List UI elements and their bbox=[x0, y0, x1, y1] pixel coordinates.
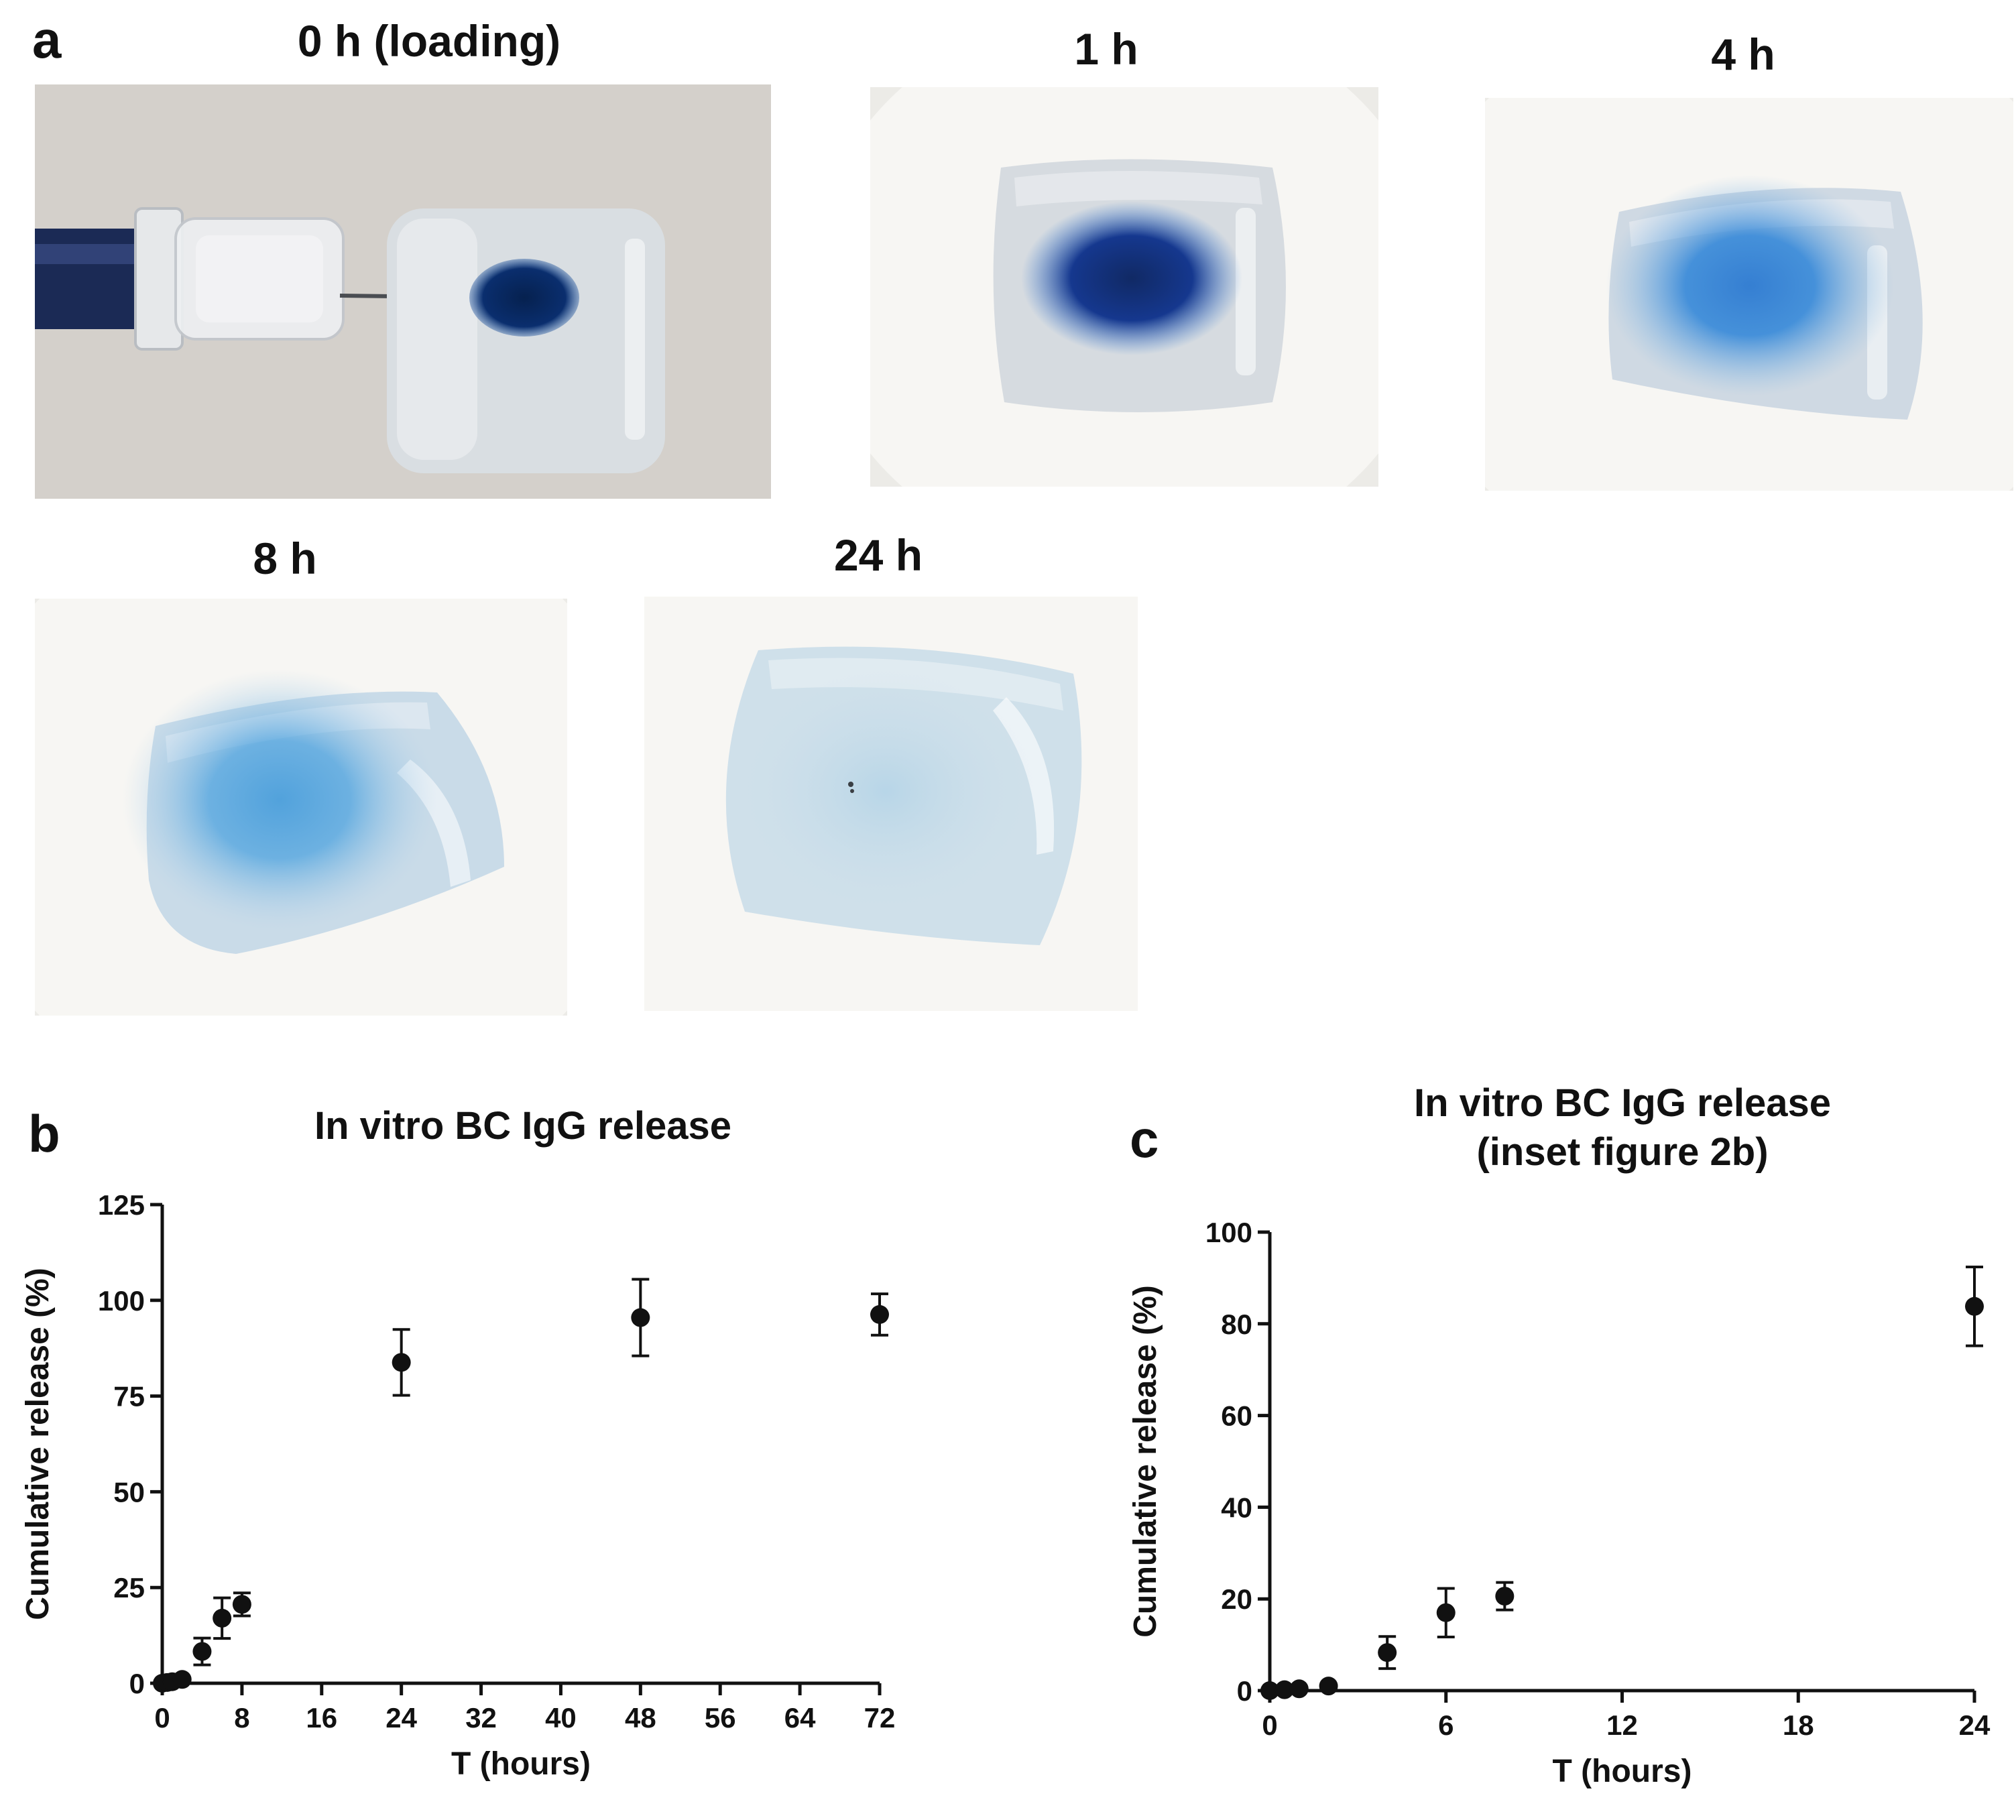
chart-c-data-point bbox=[1289, 1679, 1309, 1699]
photo-1h bbox=[870, 87, 1378, 487]
chart-c-data-point bbox=[1274, 1680, 1294, 1699]
chart-c-x-tick-label: 12 bbox=[1606, 1709, 1638, 1741]
chart-b-cumulative-release: 0 25 50 75 100 125 0 8 16 24 32 40 48 56 64 72 T (hours)… bbox=[20, 1189, 895, 1782]
chart-b-data-point bbox=[192, 1642, 212, 1661]
chart-c-x-tick-label: 24 bbox=[1959, 1709, 1991, 1741]
chart-b-x-tick-label: 32 bbox=[465, 1702, 497, 1734]
chart-b-data-point bbox=[631, 1308, 650, 1327]
chart-c-y-tick-label: 100 bbox=[1205, 1217, 1252, 1248]
chart-b-data-point bbox=[213, 1608, 232, 1628]
chart-c-x-axis-label: T (hours) bbox=[1553, 1754, 1692, 1789]
chart-c-y-tick-label: 20 bbox=[1221, 1583, 1252, 1615]
photo-title-8h: 8 h bbox=[253, 534, 317, 583]
photo-4h bbox=[1485, 98, 2013, 491]
chart-b-x-tick-label: 8 bbox=[234, 1702, 249, 1734]
chart-c-data-point bbox=[1436, 1603, 1456, 1622]
chart-b-x-axis-label: T (hours) bbox=[451, 1746, 591, 1782]
chart-b-y-tick-label: 125 bbox=[98, 1189, 145, 1221]
chart-c-data-point bbox=[1965, 1296, 1984, 1316]
chart-b-data-point bbox=[870, 1305, 889, 1324]
chart-b-x-tick-label: 16 bbox=[306, 1702, 337, 1734]
chart-b-y-tick-label: 50 bbox=[113, 1476, 145, 1508]
chart-b-data-point bbox=[172, 1670, 192, 1689]
panel-a-letter: a bbox=[32, 10, 62, 69]
chart-c-y-tick-label: 0 bbox=[1237, 1675, 1252, 1707]
photo-title-0h: 0 h (loading) bbox=[297, 16, 561, 66]
chart-b-x-tick-label: 48 bbox=[625, 1702, 656, 1734]
panel-c-letter: c bbox=[1130, 1109, 1159, 1168]
chart-c-x-tick-label: 0 bbox=[1262, 1709, 1277, 1741]
photo-title-4h: 4 h bbox=[1711, 29, 1775, 79]
chart-c-title: In vitro BC IgG release (inset figure 2b… bbox=[1413, 1081, 1832, 1174]
panel-b-letter: b bbox=[28, 1104, 60, 1163]
chart-b-data-point bbox=[392, 1353, 411, 1372]
photo-title-24h: 24 h bbox=[833, 530, 923, 580]
photo-0h-loading bbox=[35, 84, 771, 499]
photo-title-1h: 1 h bbox=[1074, 24, 1138, 74]
chart-b-y-axis-label: Cumulative release (%) bbox=[20, 1268, 56, 1620]
chart-b-y-tick-label: 25 bbox=[113, 1572, 145, 1603]
photo-24h bbox=[644, 597, 1138, 1011]
chart-c-data-point bbox=[1319, 1677, 1338, 1696]
chart-c-data-point bbox=[1495, 1587, 1515, 1606]
chart-c-x-tick-label: 18 bbox=[1783, 1709, 1814, 1741]
chart-b-x-tick-label: 56 bbox=[705, 1702, 736, 1734]
chart-b-data-point bbox=[232, 1595, 251, 1614]
chart-b-y-tick-label: 0 bbox=[129, 1668, 145, 1699]
chart-b-x-tick-label: 40 bbox=[545, 1702, 577, 1734]
chart-c-y-tick-label: 60 bbox=[1221, 1400, 1252, 1432]
chart-b-x-tick-label: 24 bbox=[386, 1702, 417, 1734]
chart-b-title: In vitro BC IgG release bbox=[314, 1104, 732, 1148]
chart-b-y-tick-label: 100 bbox=[98, 1285, 145, 1317]
chart-c-data-point bbox=[1260, 1681, 1279, 1700]
chart-c-y-tick-label: 40 bbox=[1221, 1492, 1252, 1523]
chart-b-x-tick-label: 0 bbox=[154, 1702, 170, 1734]
chart-c-y-tick-label: 80 bbox=[1221, 1309, 1252, 1340]
chart-b-x-tick-label: 72 bbox=[864, 1702, 896, 1734]
photo-8h bbox=[35, 599, 567, 1016]
chart-c-y-axis-label: Cumulative release (%) bbox=[1128, 1285, 1163, 1638]
chart-c-cumulative-release-inset: 0 20 40 60 80 100 0 6 12 18 24 T (hours) Cumulative … bbox=[1128, 1217, 1991, 1789]
chart-b-x-tick-label: 64 bbox=[784, 1702, 816, 1734]
chart-b-y-tick-label: 75 bbox=[113, 1381, 145, 1412]
chart-c-x-tick-label: 6 bbox=[1438, 1709, 1454, 1741]
chart-c-data-point bbox=[1378, 1643, 1397, 1662]
